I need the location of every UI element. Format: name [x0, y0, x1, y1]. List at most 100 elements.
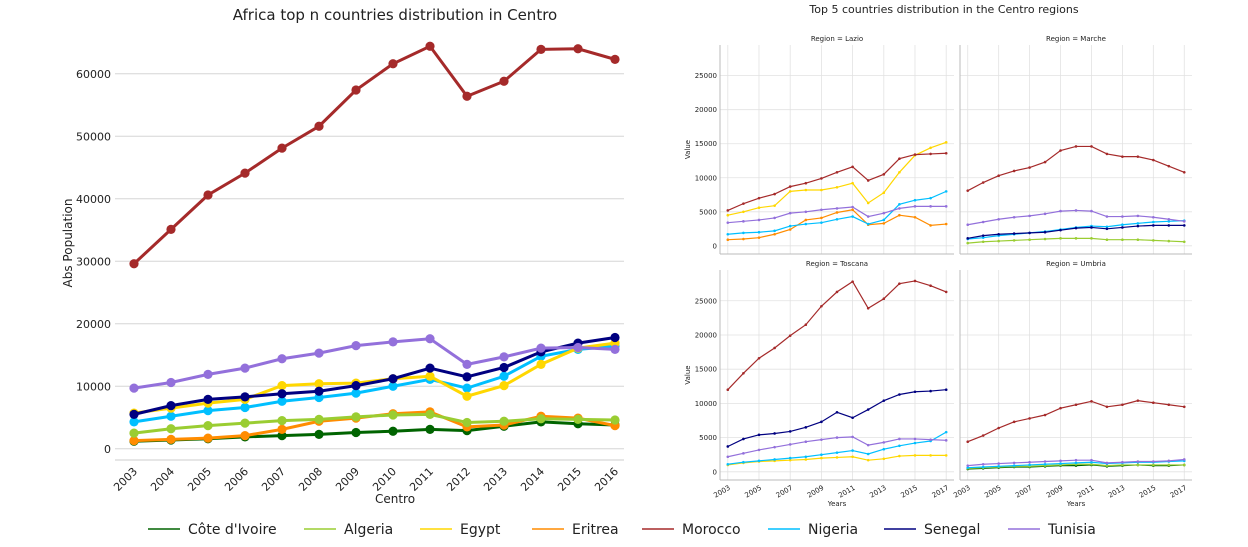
facet-data-point-algeria	[1028, 238, 1031, 242]
facet-data-point-senegal	[820, 420, 823, 424]
facet-data-point-tunisia	[1152, 215, 1155, 219]
facet-data-point-morocco	[1136, 155, 1140, 158]
legend-item-senegal: Senegal	[884, 522, 980, 538]
legend-item-eritrea: Eritrea	[532, 522, 619, 538]
facet-data-point-tunisia	[944, 439, 948, 442]
facet-x-tick-label: 2017	[931, 484, 950, 500]
facet-data-point-nigeria	[882, 218, 886, 222]
data-point-senegal	[203, 394, 213, 404]
data-point-tunisia	[462, 359, 472, 369]
facet-grid: Region = Lazio 0 5000 10000 15000 20000 25000 V…	[684, 35, 1192, 508]
facet-data-point-senegal	[866, 408, 870, 411]
facet-data-point-eritrea	[835, 211, 839, 214]
facet-panel-3: Region = Toscana 0 5000 10000 15000 20000 2500…	[684, 260, 954, 508]
facet-data-point-eritrea	[882, 222, 886, 225]
facet-data-point-egypt	[929, 454, 932, 457]
facet-y-tick-label: 15000	[695, 140, 717, 148]
facet-data-point-morocco	[1012, 169, 1016, 173]
facet-data-point-tunisia	[1028, 460, 1031, 464]
facet-data-point-tunisia	[820, 208, 823, 212]
data-point-morocco	[425, 41, 435, 51]
facet-data-point-morocco	[1105, 405, 1109, 409]
facet-data-point-morocco	[851, 280, 854, 283]
data-point-algeria	[203, 421, 213, 431]
facet-data-point-tunisia	[788, 443, 792, 446]
data-point-morocco	[240, 168, 250, 178]
facet-data-point-senegal	[913, 390, 917, 394]
facet-panel-4: Region = Umbria 2003 2005 2007 2009 2011 2013 2…	[952, 260, 1192, 508]
facet-data-point-tunisia	[1167, 459, 1171, 463]
facet-data-point-morocco	[981, 181, 985, 184]
facet-data-point-eritrea	[757, 236, 761, 239]
data-point-eritrea	[277, 424, 287, 434]
facet-data-point-algeria	[1136, 238, 1140, 242]
left-x-tick-label: 2005	[185, 465, 214, 494]
facet-data-point-tunisia	[866, 215, 870, 218]
data-point-tunisia	[203, 369, 213, 379]
data-point-senegal	[129, 409, 139, 419]
facet-panel-2: Region = Marche	[959, 35, 1192, 255]
legend-item-morocco: Morocco	[642, 522, 741, 538]
facet-data-point-morocco	[742, 371, 745, 375]
facet-data-point-morocco	[966, 189, 970, 192]
legend-item-c-te-d-ivoire: Côte d'Ivoire	[148, 522, 277, 538]
data-point-morocco	[536, 44, 546, 54]
facet-y-tick-label: 25000	[695, 72, 717, 80]
facet-data-point-egypt	[851, 455, 854, 459]
data-point-morocco	[573, 44, 583, 54]
data-point-algeria	[314, 414, 324, 424]
facet-x-tick-label: 2007	[775, 484, 794, 500]
facet-data-point-senegal	[1152, 224, 1155, 227]
facet-data-point-nigeria	[726, 232, 730, 236]
facet-data-point-morocco	[1043, 160, 1047, 164]
facet-y-axis-label: Value	[684, 365, 692, 384]
facet-data-point-egypt	[882, 191, 886, 195]
facet-data-point-algeria	[1121, 463, 1124, 467]
facet-data-point-egypt	[820, 456, 823, 460]
legend-label: Egypt	[460, 522, 501, 538]
facet-data-point-tunisia	[1105, 215, 1109, 218]
facet-data-point-nigeria	[882, 447, 886, 451]
facet-data-point-morocco	[882, 173, 886, 176]
facet-data-point-nigeria	[866, 222, 870, 226]
facet-data-point-nigeria	[1059, 462, 1062, 465]
left-x-tick-label: 2013	[481, 465, 510, 494]
data-point-algeria	[277, 416, 287, 426]
data-point-tunisia	[536, 343, 546, 353]
facet-data-point-tunisia	[997, 462, 1000, 465]
data-point-senegal	[462, 372, 472, 382]
facet-data-point-nigeria	[820, 221, 823, 224]
data-point-egypt	[499, 381, 509, 391]
data-point-egypt	[425, 371, 435, 381]
facet-data-point-algeria	[1074, 237, 1078, 240]
facet-data-point-morocco	[882, 297, 886, 301]
left-y-tick-label: 10000	[76, 380, 111, 393]
facet-data-point-tunisia	[742, 452, 745, 455]
right-chart-title: Top 5 countries distribution in the Cent…	[808, 3, 1078, 16]
facet-data-point-nigeria	[788, 456, 792, 460]
data-point-algeria	[573, 414, 583, 424]
facet-data-point-tunisia	[804, 440, 808, 443]
facet-data-point-tunisia	[866, 443, 870, 447]
facet-data-point-nigeria	[997, 465, 1000, 468]
facet-data-point-egypt	[726, 213, 730, 217]
series-line-senegal	[133, 336, 616, 416]
facet-data-point-algeria	[966, 241, 970, 245]
data-point-egypt	[277, 381, 287, 391]
data-point-algeria	[462, 417, 472, 428]
facet-data-point-tunisia	[997, 217, 1000, 221]
facet-data-point-tunisia	[966, 464, 970, 467]
facet-data-point-morocco	[757, 356, 761, 360]
facet-data-point-egypt	[913, 454, 917, 457]
facet-data-point-egypt	[944, 454, 948, 457]
facet-data-point-senegal	[997, 232, 1000, 236]
facet-data-point-morocco	[1121, 403, 1124, 407]
left-plot-area: 0 10000 20000 30000 40000 50000 60000 2003 2004 2…	[76, 41, 624, 494]
left-x-tick-label: 2003	[111, 465, 140, 494]
data-point-egypt	[314, 379, 324, 389]
data-point-c-te-d-ivoire	[388, 426, 398, 436]
facet-x-tick-label: 2005	[744, 484, 763, 500]
facet-data-point-nigeria	[773, 229, 776, 233]
data-point-tunisia	[425, 334, 435, 344]
